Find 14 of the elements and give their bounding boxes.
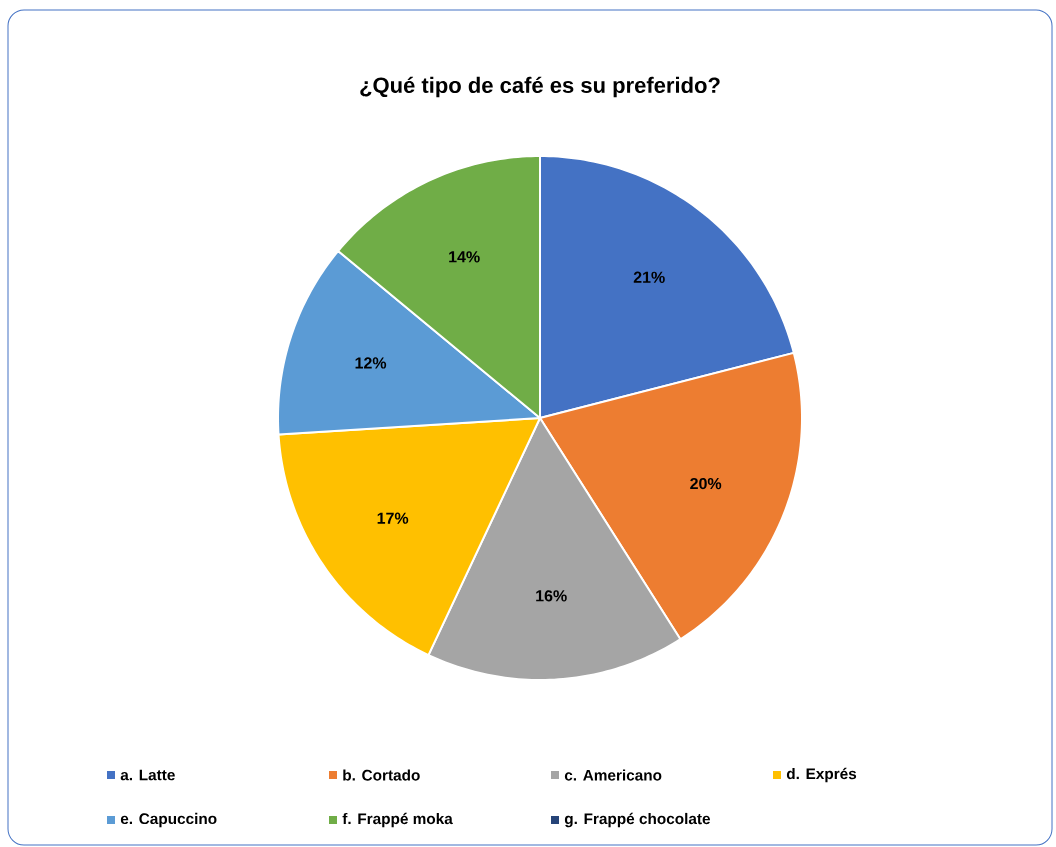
data-label: 21% [633, 271, 665, 283]
legend-label: a. Latte [120, 769, 175, 781]
legend-label: f. Frappé moka [342, 812, 453, 828]
legend-label: e. Capuccino [120, 812, 217, 828]
chart-title: ¿Qué tipo de café es su preferido? [360, 76, 720, 98]
legend-label: g. Frappé chocolate [564, 812, 711, 828]
legend-label: c. Americano [564, 769, 662, 781]
legend-label: b. Cortado [343, 769, 420, 781]
data-label: 17% [377, 512, 409, 524]
data-label: 20% [690, 477, 722, 490]
legend-label: d. Exprés [786, 767, 857, 783]
data-label: 14% [449, 251, 480, 263]
data-label: 12% [355, 357, 387, 369]
data-label: 16% [536, 590, 567, 602]
